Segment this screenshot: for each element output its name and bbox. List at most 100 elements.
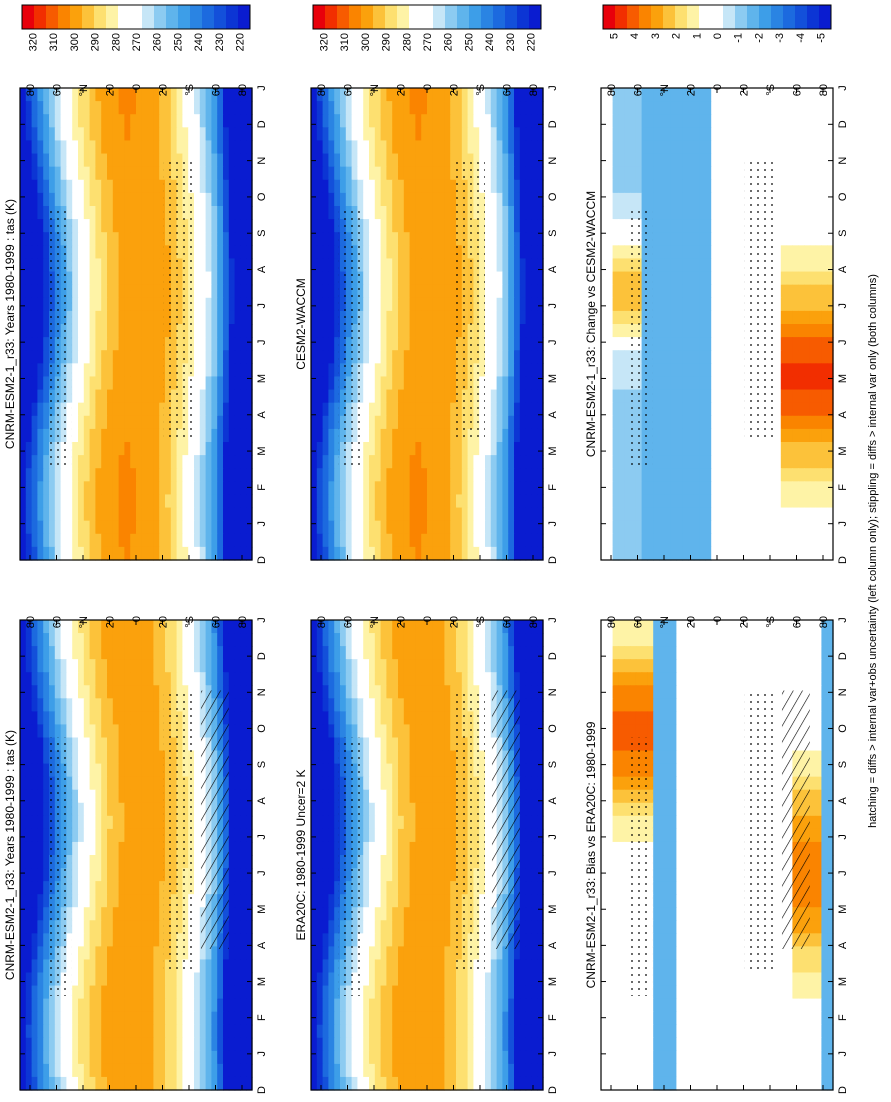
heatmap-cell xyxy=(537,192,544,207)
heatmap-cell xyxy=(357,659,364,673)
heatmap-cell xyxy=(211,442,218,456)
heatmap-cell xyxy=(432,672,440,686)
heatmap-cell xyxy=(20,206,27,220)
heatmap-cell xyxy=(514,219,521,233)
heatmap-cell xyxy=(502,153,509,168)
heatmap-cell xyxy=(357,724,364,739)
heatmap-cell xyxy=(432,646,440,660)
heatmap-cell xyxy=(234,468,241,482)
heatmap-cell xyxy=(444,763,451,778)
heatmap-cell xyxy=(72,153,79,168)
heatmap-cell xyxy=(205,297,212,312)
heatmap-cell xyxy=(25,219,33,233)
heatmap-cell xyxy=(194,324,201,338)
heatmap-cell xyxy=(519,685,527,699)
heatmap-cell xyxy=(153,789,160,804)
heatmap-cell xyxy=(228,376,236,391)
heatmap-cell xyxy=(444,646,451,660)
heatmap-cell xyxy=(409,633,416,647)
heatmap-cell xyxy=(205,337,212,351)
heatmap-cell xyxy=(380,946,387,961)
heatmap-cell xyxy=(363,776,370,791)
heatmap-cell xyxy=(496,946,503,961)
heatmap-cell xyxy=(473,998,480,1013)
heatmap-cell xyxy=(234,763,241,778)
heatmap-cell xyxy=(427,868,434,882)
heatmap-cell xyxy=(217,1050,224,1065)
heatmap-cell xyxy=(153,659,160,673)
heatmap-cell xyxy=(199,179,207,194)
heatmap-cell xyxy=(107,468,114,482)
heatmap-cell xyxy=(118,1011,125,1026)
heatmap-cell xyxy=(467,985,474,1000)
heatmap-cell xyxy=(432,907,440,921)
heatmap-cell xyxy=(234,533,241,548)
heatmap-cell xyxy=(398,802,405,817)
heatmap-cell xyxy=(118,972,125,987)
heatmap-cell xyxy=(72,946,79,961)
heatmap-cell xyxy=(37,1050,44,1065)
heatmap-cell xyxy=(403,959,411,974)
heatmap-cell xyxy=(415,101,422,115)
heatmap-cell xyxy=(374,1076,382,1091)
heatmap-cell xyxy=(107,494,114,509)
x-tick-label: A xyxy=(547,796,559,804)
heatmap-cell xyxy=(66,153,73,168)
heatmap-cell xyxy=(20,907,27,921)
heatmap-cell xyxy=(409,789,416,804)
heatmap-cell xyxy=(72,297,79,312)
heatmap-cell xyxy=(31,232,38,246)
heatmap-cell xyxy=(386,1024,393,1039)
heatmap-cell xyxy=(182,985,189,1000)
heatmap-cell xyxy=(72,219,79,233)
heatmap-cell xyxy=(380,828,387,843)
heatmap-cell xyxy=(217,402,224,417)
heatmap-cell xyxy=(124,894,131,908)
heatmap-cell xyxy=(153,232,160,246)
heatmap-cell xyxy=(473,672,480,686)
heatmap-cell xyxy=(199,1011,207,1026)
heatmap-cell xyxy=(95,310,102,325)
heatmap-cell xyxy=(136,933,143,947)
heatmap-cell xyxy=(78,620,85,634)
heatmap-cell xyxy=(234,802,241,817)
heatmap-cell xyxy=(211,310,218,325)
heatmap-cell xyxy=(473,646,480,660)
heatmap-cell xyxy=(72,455,79,469)
heatmap-cell xyxy=(43,468,50,482)
heatmap-cell xyxy=(334,127,341,142)
heatmap-cell xyxy=(89,402,96,417)
heatmap-cell xyxy=(153,946,160,961)
heatmap-cell xyxy=(107,620,114,634)
heatmap-cell xyxy=(124,737,131,752)
heatmap-cell xyxy=(25,946,33,961)
heatmap-cell xyxy=(141,789,149,804)
heatmap-cell xyxy=(374,894,382,908)
heatmap-cell xyxy=(141,179,149,194)
heatmap-cell xyxy=(37,1011,44,1026)
heatmap-cell xyxy=(322,828,329,843)
heatmap-cell xyxy=(89,284,96,299)
heatmap-cell xyxy=(328,985,335,1000)
heatmap-cell xyxy=(223,232,230,246)
heatmap-cell xyxy=(223,633,230,647)
heatmap-cell xyxy=(20,494,27,509)
heatmap-cell xyxy=(311,192,318,207)
heatmap-cell xyxy=(508,959,515,974)
heatmap-cell xyxy=(340,998,347,1013)
heatmap-cell xyxy=(165,1050,172,1065)
heatmap-cell xyxy=(398,776,405,791)
heatmap-cell xyxy=(20,428,27,443)
heatmap-cell xyxy=(415,114,422,128)
heatmap-cell xyxy=(427,802,434,817)
heatmap-cell xyxy=(363,1037,370,1052)
heatmap-cell xyxy=(525,140,532,155)
heatmap-cell xyxy=(78,140,85,155)
heatmap-cell xyxy=(54,507,62,522)
heatmap-cell xyxy=(118,140,125,155)
heatmap-cell xyxy=(83,114,91,128)
heatmap-cell xyxy=(450,88,457,102)
heatmap-cell xyxy=(508,659,515,673)
heatmap-cell xyxy=(31,841,38,856)
heatmap-cell xyxy=(519,907,527,921)
